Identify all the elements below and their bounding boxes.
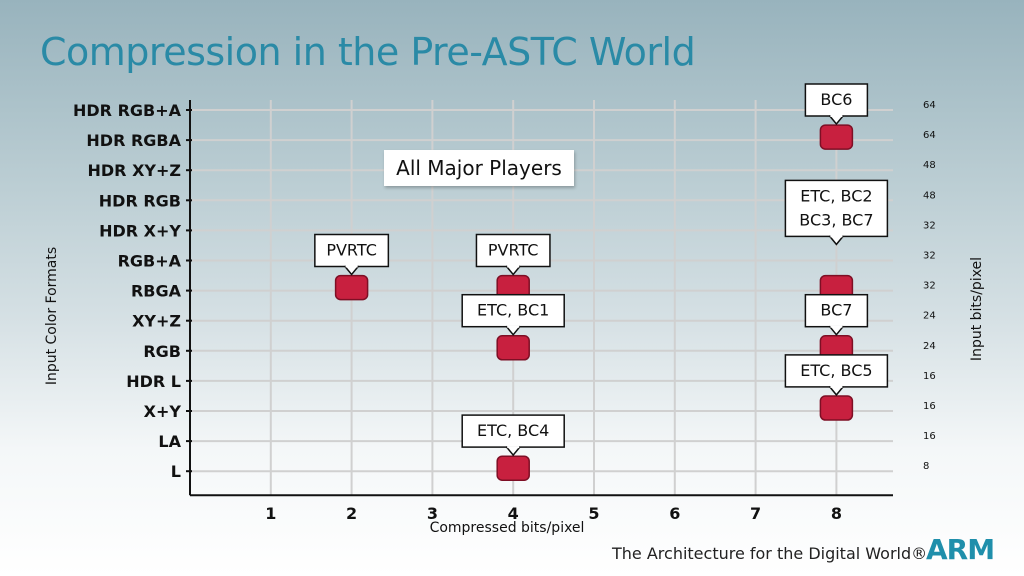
- x-tick-label: 2: [346, 504, 357, 523]
- y-tick-label: L: [171, 462, 181, 481]
- callout: ETC, BC4: [461, 414, 565, 457]
- callout: ETC, BC2 BC3, BC7: [784, 179, 889, 246]
- callout-text: BC3, BC7: [799, 210, 873, 229]
- callout-box: [784, 179, 889, 238]
- callout-text: PVRTC: [488, 241, 539, 260]
- x-tick-label: 8: [831, 504, 842, 523]
- all-major-players-banner: All Major Players: [384, 150, 574, 186]
- data-point-marker: [819, 395, 854, 421]
- callout-box: [314, 233, 390, 268]
- y-tick-label: HDR RGBA: [86, 131, 181, 150]
- callout-pointer: [344, 265, 360, 276]
- y-tick-label: RGB: [143, 342, 181, 361]
- callout: ETC, BC5: [784, 354, 889, 397]
- input-bits-label: 16: [923, 401, 936, 412]
- x-tick-label: 3: [427, 504, 438, 523]
- y-axis-labels: HDR RGB+A HDR RGBA HDR XY+Z HDR RGB HDR X+Y R…: [73, 101, 182, 481]
- slide-title: Compression in the Pre-ASTC World: [40, 30, 696, 74]
- callout-box: [784, 354, 889, 388]
- y-axis-title: Input Color Formats: [44, 247, 60, 385]
- y-tick-label: HDR RGB+A: [73, 101, 182, 120]
- input-bits-label: 48: [923, 190, 936, 201]
- callout-pointer: [505, 325, 521, 336]
- y-tick-label: LA: [158, 432, 181, 451]
- y-tick-label: HDR XY+Z: [88, 161, 182, 180]
- data-point-marker: [334, 274, 369, 301]
- y-tick-label: HDR X+Y: [99, 221, 181, 240]
- input-bits-label: 32: [923, 281, 936, 292]
- callout-pointer: [828, 385, 844, 397]
- y-tick-label: HDR RGB: [99, 191, 181, 210]
- x-tick-label: 5: [588, 504, 599, 523]
- x-tick-label: 7: [750, 504, 761, 523]
- input-bits-label: 32: [923, 251, 936, 262]
- callout-text: ETC, BC2: [800, 186, 872, 205]
- callout-box: [461, 293, 565, 328]
- input-bits-label: 16: [923, 431, 936, 442]
- data-point-marker: [819, 124, 854, 150]
- callout-text: ETC, BC1: [477, 301, 549, 320]
- footer-tagline: The Architecture for the Digital World®: [612, 544, 928, 563]
- callout-text: ETC, BC4: [477, 421, 549, 440]
- input-bits-label: 24: [923, 341, 936, 352]
- callout-pointer: [505, 446, 521, 457]
- right-axis-title: Input bits/pixel: [969, 257, 985, 361]
- x-axis-title: Compressed bits/pixel: [430, 520, 585, 536]
- callout: BC6: [804, 83, 869, 126]
- x-tick-label: 6: [669, 504, 680, 523]
- callout-text: ETC, BC5: [800, 361, 872, 380]
- callout-box: [461, 414, 565, 448]
- x-tick-label: 1: [265, 504, 276, 523]
- data-point-marker: [496, 455, 530, 481]
- input-bits-label: 48: [923, 160, 936, 171]
- y-tick-label: RBGA: [131, 282, 182, 301]
- callout-text: PVRTC: [326, 241, 377, 260]
- callout-box: [475, 233, 551, 268]
- callout-box: [804, 83, 869, 117]
- callout: BC7: [804, 293, 869, 336]
- input-bits-label: 8: [923, 461, 929, 472]
- arm-logo: ARM: [926, 533, 995, 566]
- input-bits-label: 16: [923, 371, 936, 382]
- input-bits-label: 64: [923, 130, 936, 141]
- callout: PVRTC: [475, 233, 551, 276]
- y-tick-label: XY+Z: [132, 312, 181, 331]
- callout-pointer: [505, 265, 521, 276]
- input-bits-label: 24: [923, 311, 936, 322]
- input-bits-labels: 64 64 48 48 32 32 32 24 24 16 16 16 8: [923, 100, 936, 472]
- axes: [186, 100, 893, 497]
- callout-text: BC7: [820, 301, 852, 320]
- callout-pointer: [828, 235, 844, 246]
- input-bits-label: 32: [923, 220, 936, 231]
- x-tick-label: 4: [508, 504, 519, 523]
- callout-pointer: [828, 325, 844, 336]
- callout-text: BC6: [820, 90, 852, 109]
- input-bits-label: 64: [923, 100, 936, 111]
- y-tick-label: RGB+A: [118, 252, 182, 271]
- y-tick-label: X+Y: [144, 402, 182, 421]
- callout-pointer: [828, 115, 844, 126]
- x-axis-tick-labels: 1 2 3 4 5 6 7 8: [265, 504, 842, 523]
- callout: PVRTC: [314, 233, 390, 276]
- callout-labels: BC6 PVRTC PVRTC ETC, BC2 BC3, BC7 ETC, BC1 BC7…: [314, 83, 889, 457]
- data-point-marker: [496, 335, 530, 361]
- callout: ETC, BC1: [461, 293, 565, 336]
- y-tick-label: HDR L: [126, 372, 181, 391]
- callout-box: [804, 293, 869, 328]
